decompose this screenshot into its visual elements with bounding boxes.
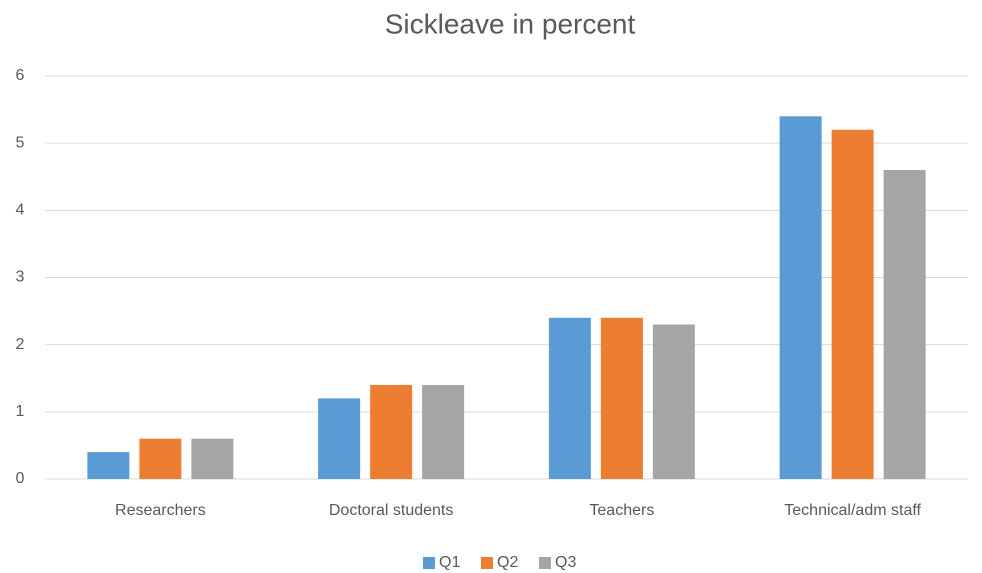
legend-label: Q1 bbox=[439, 554, 460, 571]
bar bbox=[831, 129, 874, 479]
x-tick-label: Teachers bbox=[589, 502, 654, 519]
bar bbox=[318, 398, 361, 479]
bar bbox=[87, 452, 130, 479]
y-tick-label: 0 bbox=[16, 470, 25, 487]
bar bbox=[422, 384, 465, 479]
legend-swatch bbox=[481, 557, 493, 569]
y-tick-label: 2 bbox=[16, 336, 25, 353]
y-tick-label: 5 bbox=[16, 134, 25, 151]
bar bbox=[191, 438, 234, 479]
x-tick-label: Doctoral students bbox=[329, 502, 454, 519]
x-tick-label: Technical/adm staff bbox=[784, 502, 921, 519]
bar bbox=[139, 438, 182, 479]
bar bbox=[779, 116, 822, 480]
y-tick-label: 1 bbox=[16, 403, 25, 420]
bar bbox=[600, 317, 643, 479]
y-tick-label: 4 bbox=[16, 202, 25, 219]
y-tick-label: 6 bbox=[16, 67, 25, 84]
legend-swatch bbox=[423, 557, 435, 569]
chart-title: Sickleave in percent bbox=[385, 8, 636, 39]
bar bbox=[652, 324, 695, 479]
legend-label: Q3 bbox=[555, 554, 576, 571]
legend-swatch bbox=[539, 557, 551, 569]
x-tick-label: Researchers bbox=[115, 502, 206, 519]
y-tick-label: 3 bbox=[16, 269, 25, 286]
bar bbox=[370, 384, 413, 479]
bar bbox=[883, 170, 926, 480]
bar bbox=[548, 317, 591, 479]
legend-label: Q2 bbox=[497, 554, 518, 571]
